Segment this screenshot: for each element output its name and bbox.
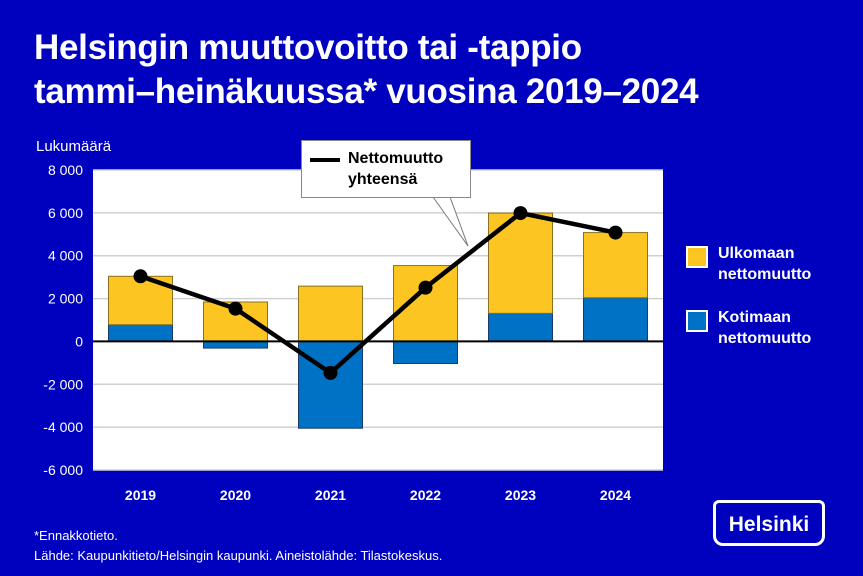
bar-kotimaan — [583, 297, 648, 342]
line-nettomuutto — [139, 210, 616, 376]
bar-kotimaan — [393, 340, 458, 364]
bar-kotimaan — [488, 312, 553, 342]
source: Lähde: Kaupunkitieto/Helsingin kaupunki.… — [34, 548, 443, 563]
title-line-1: Helsingin muuttovoitto tai -tappio — [34, 28, 582, 67]
point-nettomuutto — [133, 269, 148, 284]
x-tick-label: 2019 — [125, 487, 156, 503]
bar-ulkomaan — [298, 285, 363, 342]
y-tick-label: 4 000 — [48, 248, 83, 264]
y-tick-label: -2 000 — [43, 376, 83, 392]
point-nettomuutto — [608, 225, 623, 240]
legend-dom-l2: nettomuutto — [718, 330, 812, 347]
line-legend-l2: yhteensä — [348, 171, 418, 188]
x-tick-label: 2020 — [220, 487, 251, 503]
y-tick-label: 2 000 — [48, 291, 83, 307]
point-nettomuutto — [323, 365, 338, 380]
title-line-2: tammi–heinäkuussa* vuosina 2019–2024 — [34, 72, 699, 111]
y-axis-label: Lukumäärä — [36, 138, 112, 155]
point-nettomuutto — [228, 301, 243, 316]
x-tick-label: 2024 — [600, 487, 631, 503]
line-legend-label: Nettomuutto yhteensä — [348, 148, 443, 190]
bar-kotimaan — [108, 324, 173, 342]
footnote: *Ennakkotieto. — [34, 528, 118, 543]
x-tick-label: 2023 — [505, 487, 536, 503]
callout-tail — [432, 196, 469, 247]
y-tick-label: 8 000 — [48, 162, 83, 178]
plot-area — [93, 170, 663, 470]
legend-ext-l2: nettomuutto — [718, 266, 812, 283]
legend-swatch-ulkomaan — [686, 246, 708, 268]
x-tick-label: 2021 — [315, 487, 346, 503]
point-nettomuutto — [513, 206, 528, 221]
legend-swatch-kotimaan — [686, 310, 708, 332]
y-tick-label: -4 000 — [43, 419, 83, 435]
line-legend-l1: Nettomuutto — [348, 150, 444, 167]
legend-ext-l1: Ulkomaan — [718, 245, 795, 262]
y-tick-label: 0 — [75, 333, 83, 349]
y-tick-label: 6 000 — [48, 205, 83, 221]
point-nettomuutto — [418, 280, 433, 295]
x-tick-label: 2022 — [410, 487, 441, 503]
chart-title: Helsingin muuttovoitto tai -tappio tammi–… — [34, 26, 699, 114]
bar-ulkomaan — [393, 265, 458, 342]
line-legend-swatch — [310, 158, 340, 162]
legend-label-ulkomaan: Ulkomaan nettomuutto — [718, 243, 863, 285]
helsinki-logo: Helsinki — [713, 500, 825, 546]
legend-label-kotimaan: Kotimaan nettomuutto — [718, 307, 863, 349]
line-legend-callout: Nettomuutto yhteensä — [301, 140, 471, 198]
y-tick-label: -6 000 — [43, 462, 83, 478]
legend-dom-l1: Kotimaan — [718, 309, 791, 326]
bar-ulkomaan — [583, 232, 648, 299]
